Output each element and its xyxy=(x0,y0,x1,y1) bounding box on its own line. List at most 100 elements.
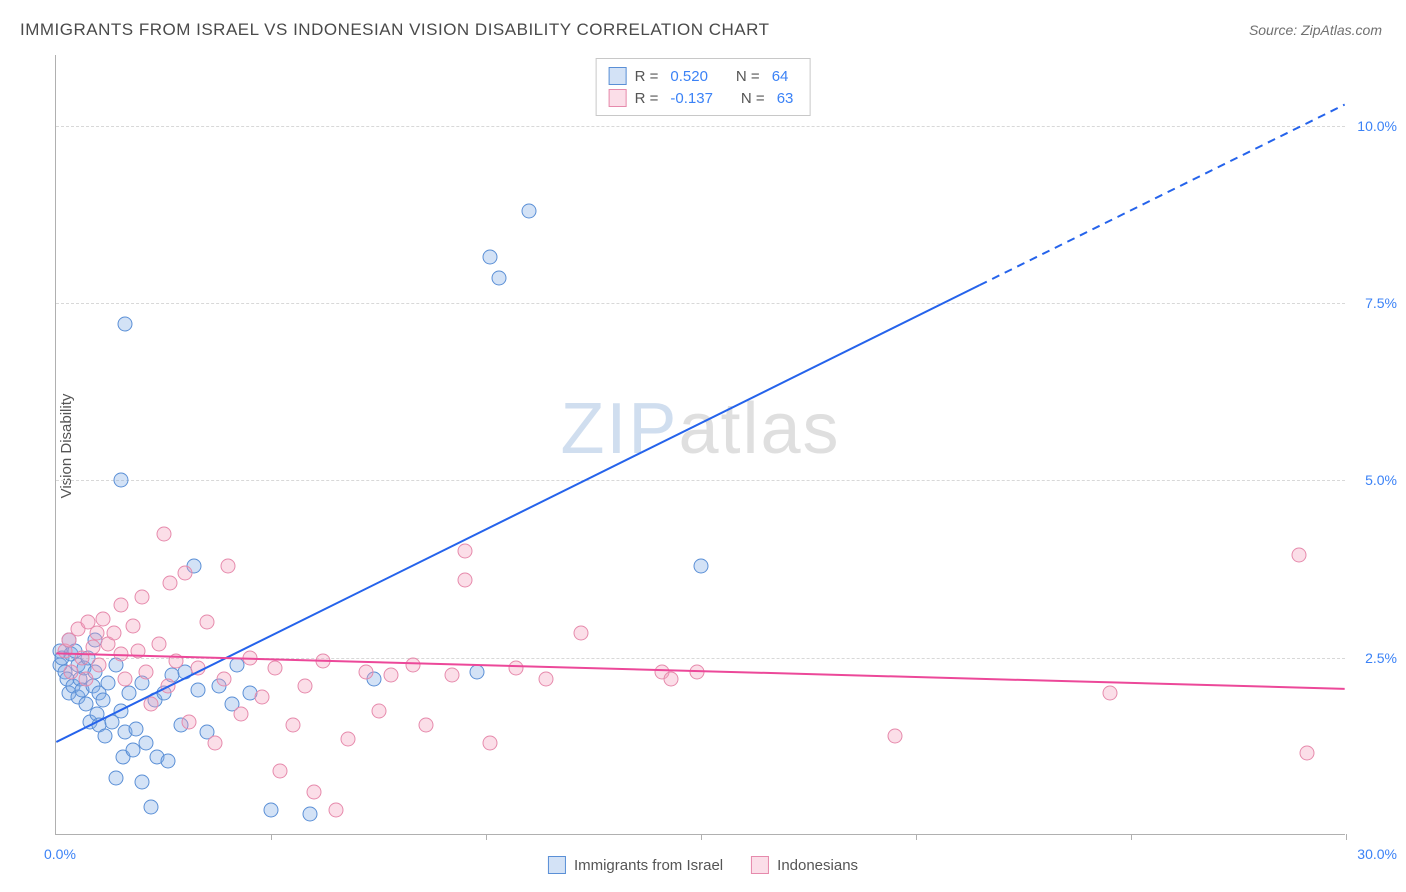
scatter-point-israel xyxy=(264,803,279,818)
watermark-zip: ZIP xyxy=(560,389,678,469)
correlation-legend: R = 0.520 N = 64 R = -0.137 N = 63 xyxy=(596,58,811,116)
scatter-point-indonesians xyxy=(444,668,459,683)
scatter-point-indonesians xyxy=(169,654,184,669)
gridline xyxy=(56,480,1345,481)
scatter-point-indonesians xyxy=(887,728,902,743)
scatter-point-indonesians xyxy=(418,718,433,733)
scatter-point-israel xyxy=(109,771,124,786)
scatter-point-indonesians xyxy=(139,664,154,679)
swatch-israel xyxy=(609,67,627,85)
x-axis-min-label: 0.0% xyxy=(44,846,76,862)
legend-label-israel: Immigrants from Israel xyxy=(574,857,723,874)
scatter-point-indonesians xyxy=(216,672,231,687)
scatter-point-israel xyxy=(302,806,317,821)
chart-title: IMMIGRANTS FROM ISRAEL VS INDONESIAN VIS… xyxy=(20,20,770,40)
scatter-point-indonesians xyxy=(143,696,158,711)
scatter-point-indonesians xyxy=(178,565,193,580)
scatter-point-israel xyxy=(135,774,150,789)
scatter-point-indonesians xyxy=(384,668,399,683)
scatter-point-indonesians xyxy=(162,576,177,591)
gridline xyxy=(56,303,1345,304)
scatter-point-indonesians xyxy=(255,689,270,704)
source-name: ZipAtlas.com xyxy=(1301,22,1382,38)
scatter-point-indonesians xyxy=(285,718,300,733)
scatter-point-israel xyxy=(470,664,485,679)
swatch-israel xyxy=(548,856,566,874)
scatter-point-indonesians xyxy=(117,672,132,687)
scatter-point-indonesians xyxy=(190,661,205,676)
scatter-point-israel xyxy=(100,675,115,690)
scatter-point-israel xyxy=(128,721,143,736)
scatter-point-indonesians xyxy=(358,664,373,679)
source-prefix: Source: xyxy=(1249,22,1301,38)
scatter-point-indonesians xyxy=(113,647,128,662)
chart-container: IMMIGRANTS FROM ISRAEL VS INDONESIAN VIS… xyxy=(0,0,1406,892)
scatter-point-indonesians xyxy=(268,661,283,676)
r-value-israel: 0.520 xyxy=(670,68,708,85)
scatter-point-indonesians xyxy=(689,664,704,679)
correlation-row-indonesians: R = -0.137 N = 63 xyxy=(609,87,798,109)
scatter-point-israel xyxy=(143,799,158,814)
scatter-point-indonesians xyxy=(298,679,313,694)
r-label: R = xyxy=(635,90,659,107)
scatter-point-israel xyxy=(113,473,128,488)
source-attribution: Source: ZipAtlas.com xyxy=(1249,22,1382,38)
scatter-point-israel xyxy=(122,686,137,701)
n-label: N = xyxy=(736,68,760,85)
x-tick xyxy=(701,834,702,840)
y-tick-label: 7.5% xyxy=(1365,295,1397,311)
n-value-israel: 64 xyxy=(772,68,789,85)
swatch-indonesians xyxy=(751,856,769,874)
scatter-point-indonesians xyxy=(96,611,111,626)
scatter-point-indonesians xyxy=(233,707,248,722)
y-tick-label: 10.0% xyxy=(1357,118,1397,134)
scatter-point-israel xyxy=(139,735,154,750)
scatter-point-israel xyxy=(117,317,132,332)
scatter-point-indonesians xyxy=(182,714,197,729)
plot-area: ZIPatlas 2.5%5.0%7.5%10.0%0.0%30.0% xyxy=(55,55,1345,835)
r-label: R = xyxy=(635,68,659,85)
x-axis-max-label: 30.0% xyxy=(1357,846,1397,862)
legend-item-indonesians: Indonesians xyxy=(751,856,858,874)
scatter-point-indonesians xyxy=(208,735,223,750)
n-label: N = xyxy=(741,90,765,107)
scatter-point-indonesians xyxy=(92,657,107,672)
scatter-point-indonesians xyxy=(483,735,498,750)
scatter-point-indonesians xyxy=(113,597,128,612)
x-tick xyxy=(271,834,272,840)
x-tick xyxy=(1131,834,1132,840)
gridline xyxy=(56,126,1345,127)
scatter-point-indonesians xyxy=(663,672,678,687)
scatter-point-indonesians xyxy=(457,544,472,559)
legend-item-israel: Immigrants from Israel xyxy=(548,856,723,874)
scatter-point-indonesians xyxy=(315,654,330,669)
scatter-point-indonesians xyxy=(307,785,322,800)
trend-lines-layer xyxy=(56,55,1345,834)
scatter-point-israel xyxy=(483,250,498,265)
scatter-point-indonesians xyxy=(130,643,145,658)
x-tick xyxy=(916,834,917,840)
scatter-point-indonesians xyxy=(1102,686,1117,701)
watermark-atlas: atlas xyxy=(678,389,840,469)
scatter-point-indonesians xyxy=(199,615,214,630)
scatter-point-indonesians xyxy=(328,803,343,818)
scatter-point-israel xyxy=(491,271,506,286)
scatter-point-israel xyxy=(113,703,128,718)
scatter-point-indonesians xyxy=(1300,746,1315,761)
scatter-point-indonesians xyxy=(156,526,171,541)
x-tick xyxy=(486,834,487,840)
y-tick-label: 2.5% xyxy=(1365,650,1397,666)
scatter-point-israel xyxy=(522,204,537,219)
scatter-point-israel xyxy=(98,728,113,743)
scatter-point-israel xyxy=(190,682,205,697)
legend-label-indonesians: Indonesians xyxy=(777,857,858,874)
scatter-point-indonesians xyxy=(509,661,524,676)
n-value-indonesians: 63 xyxy=(777,90,794,107)
scatter-point-indonesians xyxy=(573,625,588,640)
scatter-point-indonesians xyxy=(272,764,287,779)
scatter-point-indonesians xyxy=(135,590,150,605)
correlation-row-israel: R = 0.520 N = 64 xyxy=(609,65,798,87)
y-tick-label: 5.0% xyxy=(1365,472,1397,488)
scatter-point-indonesians xyxy=(371,703,386,718)
scatter-point-indonesians xyxy=(79,672,94,687)
